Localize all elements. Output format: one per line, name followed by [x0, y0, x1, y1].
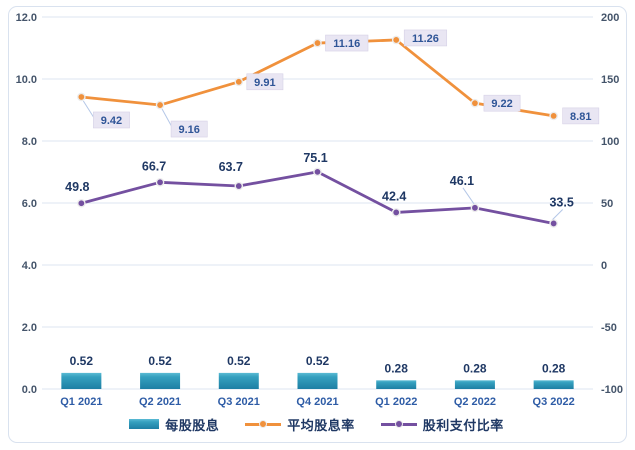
- legend-item-payout-ratio: 股利支付比率: [380, 415, 504, 434]
- x-axis-label: Q1 2021: [60, 396, 102, 408]
- legend-item-dividend-per-share: 每股股息: [129, 415, 219, 434]
- x-axis-label: Q1 2022: [375, 396, 417, 408]
- bar-value-label: 0.28: [542, 361, 566, 375]
- data-label-callout: [325, 34, 369, 52]
- data-point-marker: [549, 219, 558, 228]
- right-axis-tick: 0: [601, 260, 607, 272]
- data-label-callout: [562, 107, 600, 125]
- x-axis-label: Q2 2021: [139, 396, 181, 408]
- data-label: 11.26: [412, 33, 439, 45]
- line-series: [79, 38, 556, 118]
- data-point-marker: [313, 38, 322, 48]
- left-axis-tick: 2.0: [22, 322, 37, 334]
- data-point-marker: [470, 98, 480, 108]
- left-axis-tick: 0.0: [22, 384, 37, 396]
- bar: [140, 372, 181, 389]
- data-point-marker: [549, 111, 558, 121]
- legend-item-avg-dividend-yield: 平均股息率: [245, 415, 355, 434]
- right-axis-tick: -100: [601, 384, 623, 396]
- right-axis-tick: 50: [601, 198, 613, 210]
- legend-label-payout-ratio: 股利支付比率: [422, 417, 504, 433]
- chart-legend: 每股股息 平均股息率 股利支付比率: [8, 411, 625, 437]
- data-label-callout: [483, 94, 521, 112]
- legend-label-dividend-per-share: 每股股息: [165, 417, 220, 433]
- data-point-marker: [391, 208, 401, 217]
- left-axis-tick: 8.0: [22, 136, 37, 148]
- data-point-marker: [470, 203, 480, 213]
- x-axis-label: Q3 2022: [533, 396, 575, 408]
- data-label-callout: [403, 29, 448, 47]
- data-label-callout: [93, 111, 130, 129]
- data-label: 66.7: [142, 159, 166, 173]
- bar: [297, 372, 338, 389]
- data-point-marker: [313, 167, 322, 177]
- data-point-marker: [155, 177, 165, 187]
- right-axis-tick: -50: [601, 322, 617, 334]
- data-label: 9.91: [254, 77, 275, 89]
- left-axis-tick: 10.0: [16, 74, 37, 86]
- data-point-marker: [77, 198, 86, 208]
- right-axis-tick: 150: [601, 74, 619, 86]
- data-label-callout: [170, 120, 208, 138]
- data-label: 49.8: [65, 180, 89, 194]
- bar-value-label: 0.52: [306, 354, 330, 368]
- legend-label-avg-dividend-yield: 平均股息率: [287, 417, 355, 433]
- left-axis-tick: 4.0: [22, 260, 37, 272]
- bar-value-label: 0.52: [148, 354, 172, 368]
- label-leader-line: [462, 187, 475, 205]
- bar: [454, 380, 495, 389]
- line-series: [79, 170, 556, 225]
- bar: [61, 372, 102, 389]
- right-axis-tick: 100: [601, 136, 619, 148]
- right-axis-tick: 200: [601, 12, 619, 24]
- label-leader-line: [552, 209, 563, 220]
- data-label: 63.7: [219, 160, 243, 174]
- bar: [218, 372, 259, 389]
- data-label: 46.1: [450, 174, 474, 188]
- bar-swatch-icon: [129, 419, 160, 429]
- left-axis-tick: 12.0: [16, 12, 37, 24]
- data-label: 9.22: [491, 98, 512, 110]
- data-point-marker: [155, 100, 165, 110]
- data-label: 11.16: [333, 38, 360, 50]
- data-label: 8.81: [570, 111, 591, 123]
- bar: [376, 380, 417, 389]
- orange-line-swatch-icon: [245, 419, 282, 429]
- data-point-marker: [391, 35, 401, 45]
- data-label: 9.42: [101, 115, 122, 127]
- purple-line-swatch-icon: [380, 419, 417, 429]
- x-axis-label: Q2 2022: [454, 396, 496, 408]
- bar-value-label: 0.28: [385, 361, 409, 375]
- data-point-marker: [234, 77, 244, 87]
- data-label: 42.4: [382, 189, 406, 203]
- bar-value-label: 0.52: [227, 354, 251, 368]
- data-point-marker: [77, 92, 86, 102]
- bar: [533, 380, 574, 389]
- data-label: 9.16: [178, 124, 199, 136]
- x-axis-label: Q4 2021: [296, 396, 338, 408]
- bar-value-label: 0.52: [70, 354, 94, 368]
- data-point-marker: [234, 181, 244, 191]
- x-axis-label: Q3 2021: [218, 396, 260, 408]
- data-label: 75.1: [303, 151, 327, 165]
- data-label-callout: [246, 73, 284, 91]
- data-label: 33.5: [549, 195, 573, 209]
- left-axis-tick: 6.0: [22, 198, 37, 210]
- bar-value-label: 0.28: [463, 361, 487, 375]
